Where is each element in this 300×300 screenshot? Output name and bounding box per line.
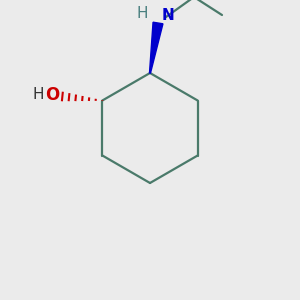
- Text: O: O: [45, 85, 59, 103]
- Text: N: N: [162, 8, 175, 22]
- Text: H: H: [33, 87, 44, 102]
- Polygon shape: [149, 22, 163, 73]
- Text: H: H: [136, 5, 148, 20]
